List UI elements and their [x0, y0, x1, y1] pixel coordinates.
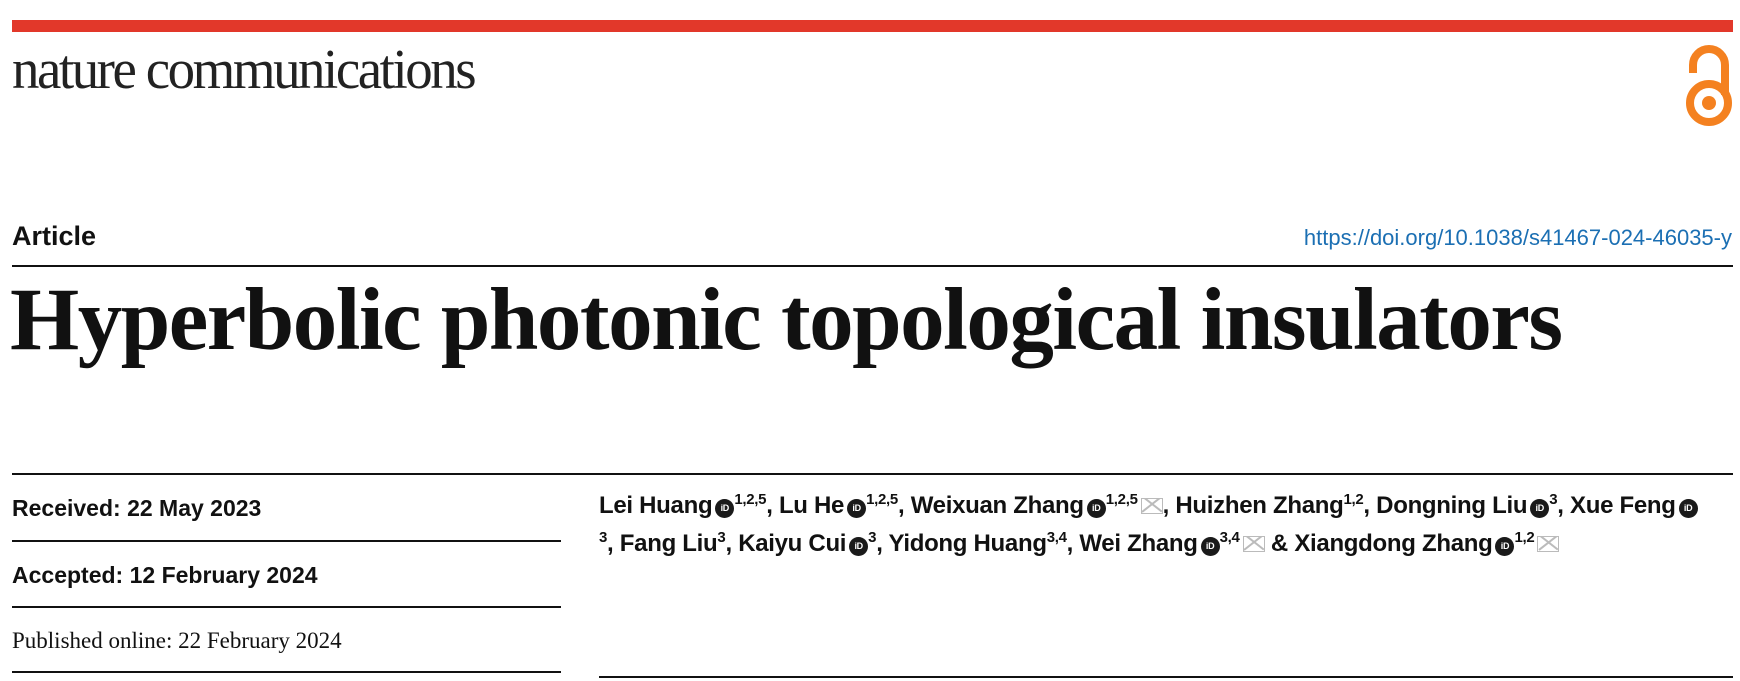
article-type: Article — [12, 221, 97, 251]
orcid-icon[interactable]: iD — [1530, 499, 1550, 518]
author-separator: , — [1557, 492, 1570, 519]
author-separator: , — [897, 492, 911, 519]
orcid-icon[interactable]: iD — [1495, 536, 1515, 556]
affiliation-numbers[interactable]: 3 — [599, 528, 608, 546]
divider — [599, 676, 1733, 678]
orcid-icon[interactable]: iD — [849, 536, 869, 556]
affiliation-numbers[interactable]: 1,2,5 — [866, 491, 898, 508]
orcid-icon[interactable]: iD — [715, 499, 735, 518]
author-name[interactable]: Lu He — [778, 492, 845, 519]
received-value: 22 May 2023 — [127, 495, 262, 521]
email-icon[interactable] — [1140, 498, 1163, 514]
published-label: Published online: — [12, 628, 173, 653]
author-name[interactable]: Xiangdong Zhang — [1294, 529, 1493, 557]
email-icon[interactable] — [1537, 535, 1560, 552]
divider — [12, 473, 1733, 475]
affiliation-numbers[interactable]: 1,2,5 — [734, 491, 767, 508]
author-name[interactable]: Dongning Liu — [1376, 492, 1528, 519]
author-name[interactable]: Huizhen Zhang — [1175, 492, 1344, 519]
author-name[interactable]: Fang Liu — [619, 529, 718, 557]
author-separator: , — [876, 529, 889, 557]
affiliation-numbers[interactable]: 3,4 — [1046, 528, 1067, 546]
author-separator: , — [1066, 529, 1080, 557]
published-value: 22 February 2024 — [178, 628, 342, 653]
orcid-icon[interactable]: iD — [847, 499, 867, 518]
author: Fang Liu3, — [620, 530, 738, 557]
author-name[interactable]: Weixuan Zhang — [910, 492, 1084, 519]
divider — [12, 540, 561, 542]
author-separator: , — [1363, 492, 1377, 519]
author-name[interactable]: Yidong Huang — [888, 529, 1047, 557]
email-icon[interactable] — [1242, 535, 1265, 552]
author: Xue Feng iD3, — [599, 492, 1698, 557]
affiliation-numbers[interactable]: 1,2 — [1514, 528, 1535, 546]
affiliation-numbers[interactable]: 3,4 — [1219, 528, 1240, 546]
author: Wei Zhang iD 3,4 & — [1079, 530, 1294, 557]
author-list: Lei Huang iD 1,2,5, Lu He iD 1,2,5, Weixuan … — [599, 487, 1729, 562]
author: Huizhen Zhang1,2, — [1175, 492, 1376, 519]
journal-logo[interactable]: nature communications — [12, 39, 477, 101]
author-name[interactable]: Xue Feng — [1570, 492, 1676, 519]
doi-link[interactable]: https://doi.org/10.1038/s41467-024-46035… — [1303, 225, 1732, 250]
affiliation-numbers[interactable]: 1,2,5 — [1105, 491, 1138, 508]
divider — [12, 606, 561, 608]
journal-brand-bar — [12, 20, 1733, 32]
author: Xiangdong Zhang iD 1,2 — [1294, 528, 1560, 557]
published-date: Published online: 22 February 2024 — [12, 627, 342, 655]
article-title: Hyperbolic photonic topological insulato… — [10, 271, 1563, 369]
author: Kaiyu Cui iD 3, — [738, 530, 888, 557]
author: Weixuan Zhang iD 1,2,5, — [911, 492, 1176, 519]
orcid-icon[interactable]: iD — [1200, 536, 1220, 556]
received-date: Received: 22 May 2023 — [12, 494, 261, 522]
author: Lu He iD 1,2,5, — [779, 492, 911, 519]
divider — [12, 265, 1733, 267]
open-access-lock-icon — [1686, 45, 1732, 126]
author: Dongning Liu iD 3, — [1376, 492, 1570, 519]
affiliation-numbers[interactable]: 3 — [868, 528, 877, 546]
author: Lei Huang iD 1,2,5, — [599, 492, 779, 519]
received-label: Received: — [12, 495, 121, 521]
accepted-date: Accepted: 12 February 2024 — [12, 561, 318, 589]
author-separator: , — [725, 529, 739, 557]
author: Yidong Huang3,4, — [889, 530, 1080, 557]
accepted-value: 12 February 2024 — [129, 562, 318, 588]
author-name[interactable]: Lei Huang — [599, 492, 713, 519]
accepted-label: Accepted: — [12, 562, 124, 588]
author-separator: , — [607, 529, 620, 557]
author-separator: , — [766, 492, 779, 519]
orcid-icon[interactable]: iD — [1678, 499, 1698, 518]
affiliation-numbers[interactable]: 1,2 — [1343, 491, 1364, 508]
author-separator: & — [1264, 529, 1295, 557]
affiliation-numbers[interactable]: 3 — [1549, 491, 1558, 508]
author-name[interactable]: Wei Zhang — [1079, 529, 1198, 557]
author-name[interactable]: Kaiyu Cui — [738, 529, 847, 557]
affiliation-numbers[interactable]: 3 — [717, 528, 726, 546]
orcid-icon[interactable]: iD — [1086, 499, 1106, 518]
author-separator: , — [1162, 492, 1176, 519]
divider — [12, 671, 561, 673]
